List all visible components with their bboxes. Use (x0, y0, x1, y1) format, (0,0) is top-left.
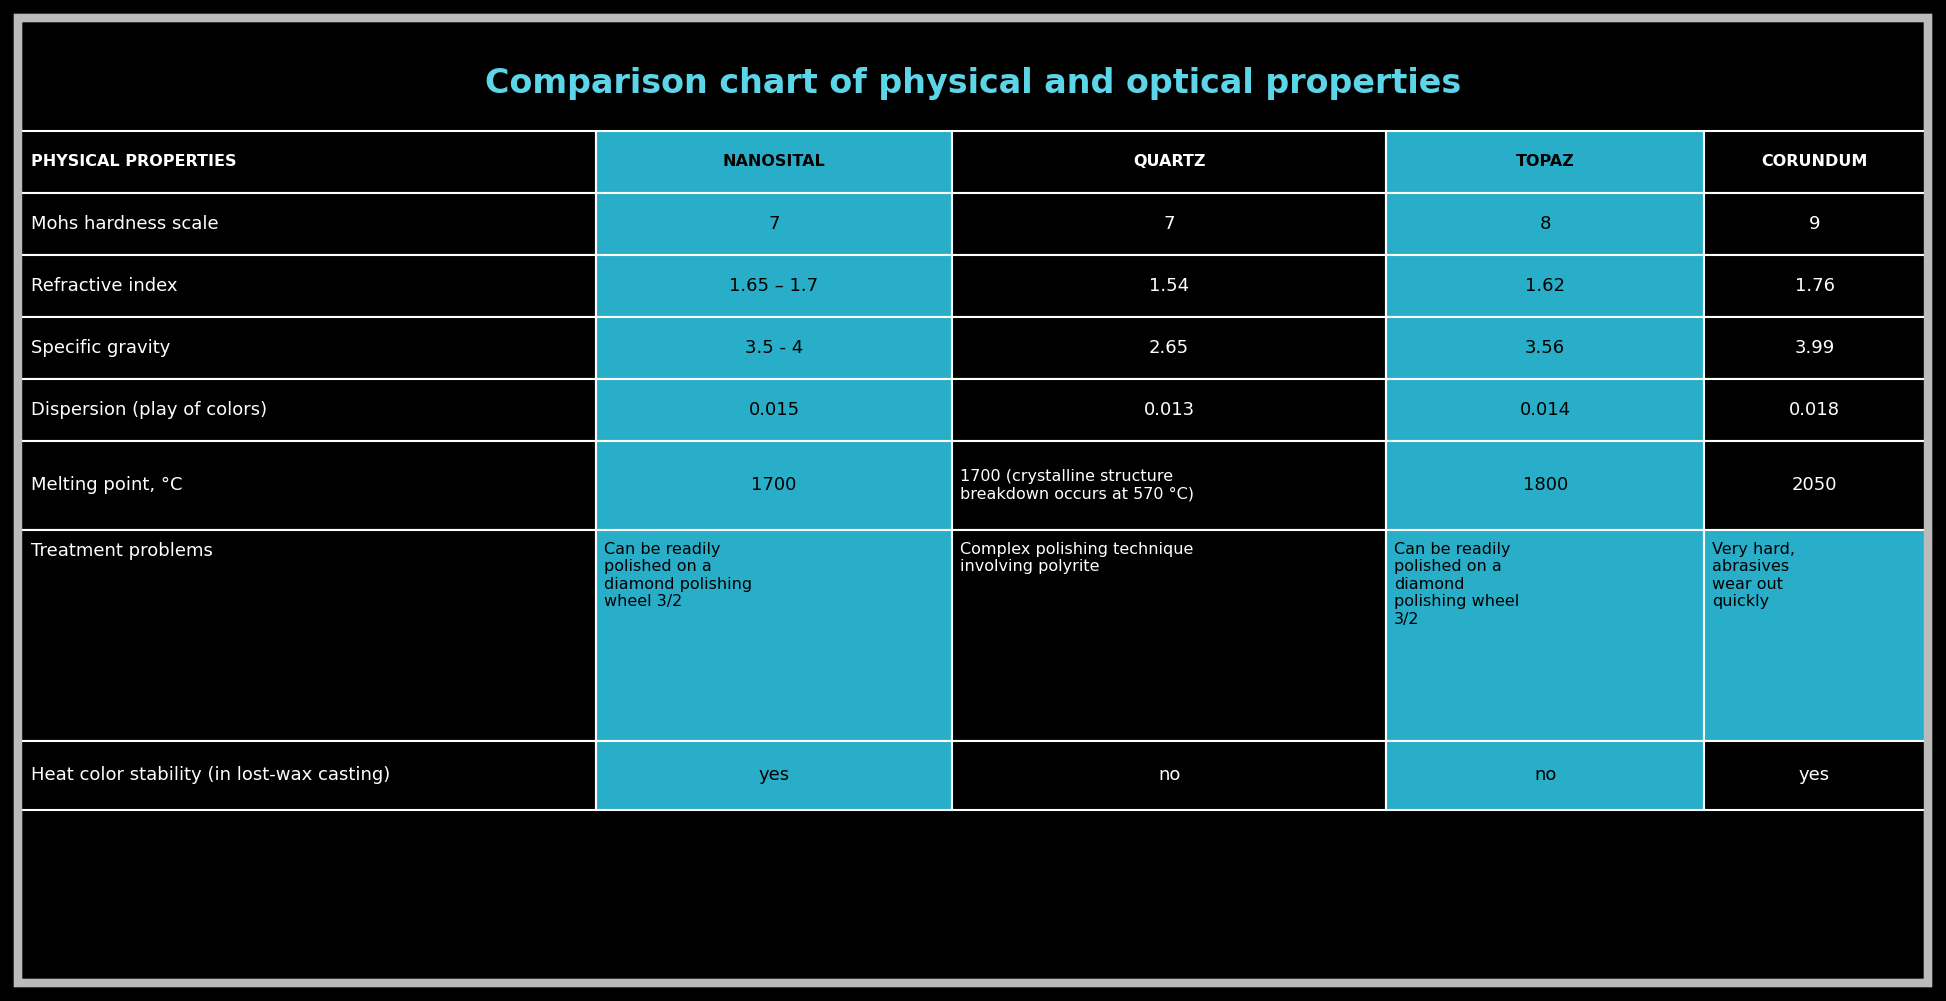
Text: 2.65: 2.65 (1148, 339, 1189, 357)
Text: 2050: 2050 (1792, 476, 1837, 494)
Text: Mohs hardness scale: Mohs hardness scale (31, 215, 218, 233)
Bar (1705, 531, 1925, 741)
Bar (1386, 741, 1705, 810)
Bar (595, 317, 952, 379)
Bar (21, 531, 595, 741)
Text: 1800: 1800 (1522, 476, 1568, 494)
Bar (1386, 255, 1705, 317)
Text: Heat color stability (in lost-wax casting): Heat color stability (in lost-wax castin… (31, 767, 391, 785)
Bar (1386, 131, 1705, 193)
Text: 1.65 – 1.7: 1.65 – 1.7 (730, 277, 819, 295)
Text: 1.62: 1.62 (1526, 277, 1565, 295)
Bar (952, 379, 1386, 440)
Text: 3.56: 3.56 (1526, 339, 1565, 357)
Text: 1700 (crystalline structure
breakdown occurs at 570 °C): 1700 (crystalline structure breakdown oc… (959, 469, 1195, 502)
Bar (1386, 440, 1705, 531)
Bar (1705, 440, 1925, 531)
Bar (1386, 317, 1705, 379)
Bar (952, 131, 1386, 193)
Text: 1700: 1700 (751, 476, 796, 494)
Text: 7: 7 (1164, 215, 1175, 233)
Bar (595, 131, 952, 193)
Text: 0.015: 0.015 (749, 400, 800, 418)
Bar (595, 379, 952, 440)
Bar (21, 440, 595, 531)
Bar (1705, 131, 1925, 193)
Bar (952, 741, 1386, 810)
Text: 7: 7 (769, 215, 780, 233)
Text: Refractive index: Refractive index (31, 277, 177, 295)
Bar (952, 193, 1386, 255)
Text: 9: 9 (1810, 215, 1820, 233)
Text: 0.013: 0.013 (1144, 400, 1195, 418)
Text: TOPAZ: TOPAZ (1516, 154, 1574, 169)
Text: PHYSICAL PROPERTIES: PHYSICAL PROPERTIES (31, 154, 237, 169)
Bar (952, 317, 1386, 379)
Text: 8: 8 (1539, 215, 1551, 233)
Text: Melting point, °C: Melting point, °C (31, 476, 183, 494)
Text: no: no (1533, 767, 1557, 785)
Bar (1386, 531, 1705, 741)
Bar (21, 379, 595, 440)
Text: yes: yes (759, 767, 790, 785)
Bar (595, 255, 952, 317)
Text: 0.018: 0.018 (1788, 400, 1841, 418)
Text: Can be readily
polished on a
diamond
polishing wheel
3/2: Can be readily polished on a diamond pol… (1393, 542, 1520, 627)
Text: Dispersion (play of colors): Dispersion (play of colors) (31, 400, 267, 418)
Text: no: no (1158, 767, 1181, 785)
Bar (1386, 379, 1705, 440)
Text: NANOSITAL: NANOSITAL (722, 154, 825, 169)
Bar (1386, 193, 1705, 255)
Text: Specific gravity: Specific gravity (31, 339, 171, 357)
Bar (1705, 741, 1925, 810)
Bar (21, 741, 595, 810)
Bar (21, 193, 595, 255)
Text: Complex polishing technique
involving polyrite: Complex polishing technique involving po… (959, 542, 1193, 575)
Bar (595, 531, 952, 741)
Bar (952, 255, 1386, 317)
Text: Treatment problems: Treatment problems (31, 542, 212, 560)
Text: Very hard,
abrasives
wear out
quickly: Very hard, abrasives wear out quickly (1712, 542, 1794, 610)
Text: CORUNDUM: CORUNDUM (1761, 154, 1868, 169)
Text: QUARTZ: QUARTZ (1133, 154, 1205, 169)
Bar (21, 255, 595, 317)
Bar (1705, 317, 1925, 379)
Bar (595, 193, 952, 255)
Text: 3.99: 3.99 (1794, 339, 1835, 357)
Bar (1705, 379, 1925, 440)
Bar (595, 741, 952, 810)
Bar (21, 317, 595, 379)
Text: Can be readily
polished on a
diamond polishing
wheel 3/2: Can be readily polished on a diamond pol… (603, 542, 753, 610)
Bar (952, 531, 1386, 741)
Bar (21, 131, 595, 193)
Text: Comparison chart of physical and optical properties: Comparison chart of physical and optical… (485, 66, 1461, 99)
Bar (595, 440, 952, 531)
Bar (1705, 255, 1925, 317)
Text: yes: yes (1798, 767, 1829, 785)
Bar (952, 440, 1386, 531)
Text: 1.54: 1.54 (1148, 277, 1189, 295)
Text: 1.76: 1.76 (1794, 277, 1835, 295)
Text: 0.014: 0.014 (1520, 400, 1570, 418)
Text: 3.5 - 4: 3.5 - 4 (745, 339, 804, 357)
Bar (1705, 193, 1925, 255)
